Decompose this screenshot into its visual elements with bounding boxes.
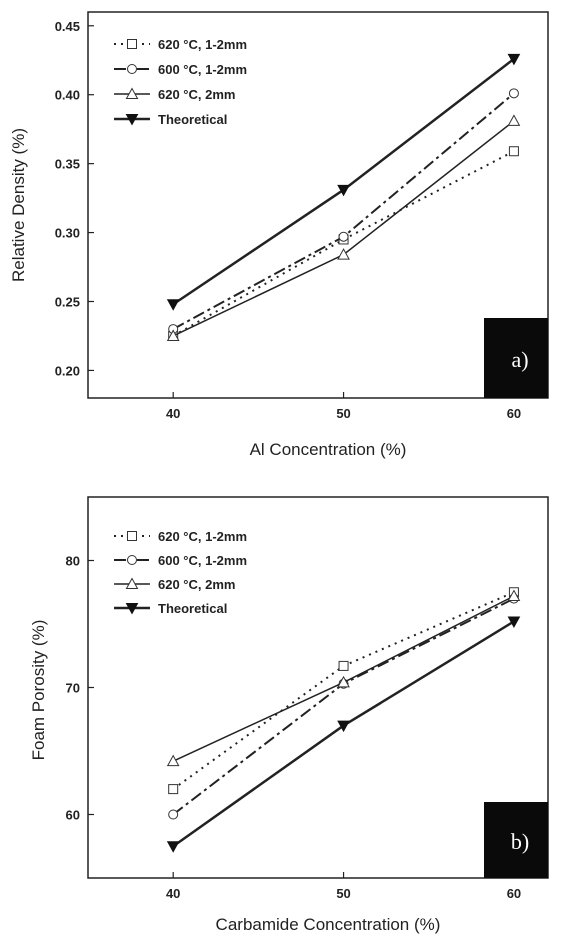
data-point-620-c-1-2mm — [508, 146, 519, 157]
legend-marker — [125, 603, 139, 615]
panel-label: b) — [511, 829, 529, 854]
data-point-620-c-1-2mm — [338, 660, 349, 671]
data-point-theoretical — [337, 720, 350, 733]
data-point-620-c-2mm — [507, 114, 521, 126]
x-tick-label: 50 — [336, 886, 350, 901]
legend-marker — [125, 87, 139, 99]
legend-marker — [127, 39, 137, 49]
data-point-theoretical — [507, 53, 521, 66]
data-point-620-c-2mm — [337, 675, 350, 688]
series-line-620-c-2mm — [172, 120, 515, 337]
y-tick-label: 0.45 — [55, 19, 80, 34]
chart-b: 40 50 60 60 70 80 Carbamide Concentration (%) F… — [29, 496, 549, 934]
legend-label: 600 °C, 1-2mm — [158, 553, 247, 568]
x-tick-label: 60 — [507, 886, 521, 901]
data-point-620-c-2mm — [507, 589, 521, 602]
data-point-theoretical — [166, 841, 180, 853]
series-line-theoretical — [172, 620, 515, 848]
x-tick-label: 60 — [507, 406, 521, 421]
legend-marker — [127, 531, 137, 541]
data-point-620-c-2mm — [166, 329, 180, 341]
data-point-600-c-1-2mm — [168, 809, 179, 820]
data-point-620-c-1-2mm — [168, 784, 179, 795]
panel-badge — [484, 802, 548, 878]
legend-label: 600 °C, 1-2mm — [158, 62, 247, 77]
y-tick-label: 0.40 — [55, 88, 80, 103]
data-point-theoretical — [507, 616, 521, 628]
legend-marker — [125, 114, 139, 126]
y-tick-label: 0.25 — [55, 295, 80, 310]
data-point-600-c-1-2mm — [338, 231, 349, 242]
y-tick-label: 70 — [66, 681, 80, 696]
x-tick-label: 50 — [336, 406, 350, 421]
legend-label: 620 °C, 2mm — [158, 87, 235, 102]
y-tick-label: 60 — [66, 808, 80, 823]
y-tick-label: 0.30 — [55, 226, 80, 241]
y-tick-label: 80 — [66, 554, 80, 569]
data-point-600-c-1-2mm — [508, 88, 519, 99]
panel-badge — [484, 318, 548, 398]
data-point-620-c-2mm — [166, 754, 180, 767]
y-tick-label: 0.20 — [55, 363, 80, 378]
plot-frame — [87, 11, 549, 399]
panel-label: a) — [511, 347, 528, 372]
series-line-600-c-1-2mm — [172, 92, 515, 330]
data-point-620-c-2mm — [337, 248, 350, 260]
legend-label: Theoretical — [158, 601, 227, 616]
x-axis-label: Al Concentration (%) — [250, 440, 407, 459]
series-line-600-c-1-2mm — [172, 597, 515, 816]
data-point-theoretical — [337, 184, 350, 197]
series-line-620-c-1-2mm — [172, 150, 515, 337]
legend-label: 620 °C, 2mm — [158, 577, 235, 592]
x-tick-label: 40 — [166, 406, 180, 421]
legend-marker — [127, 555, 137, 565]
y-tick-label: 0.35 — [55, 157, 80, 172]
chart-a: 40 50 60 0.20 0.25 0.30 0.35 0.40 0.45 Al Concent… — [9, 11, 549, 459]
y-axis-label: Foam Porosity (%) — [29, 620, 48, 761]
plot-frame — [87, 496, 549, 879]
x-tick-label: 40 — [166, 886, 180, 901]
legend-marker — [127, 64, 137, 74]
x-axis-label: Carbamide Concentration (%) — [216, 915, 441, 934]
data-point-theoretical — [166, 299, 180, 311]
legend-label: 620 °C, 1-2mm — [158, 37, 247, 52]
y-axis-label: Relative Density (%) — [9, 128, 28, 282]
legend-label: 620 °C, 1-2mm — [158, 529, 247, 544]
legend-marker — [125, 577, 139, 589]
legend-label: Theoretical — [158, 112, 227, 127]
